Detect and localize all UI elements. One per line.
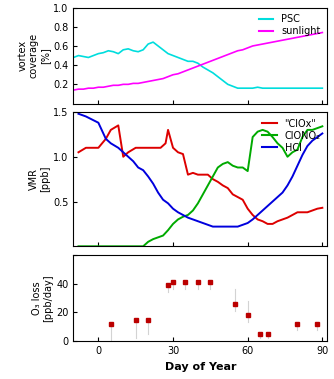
Legend: "ClOx", ClONO₂, HCl: "ClOx", ClONO₂, HCl — [260, 117, 322, 155]
X-axis label: Day of Year: Day of Year — [165, 362, 236, 371]
Y-axis label: O₃ loss
[ppb/day]: O₃ loss [ppb/day] — [32, 274, 53, 322]
Y-axis label: vortex
coverage
[%]: vortex coverage [%] — [17, 33, 50, 78]
Y-axis label: VMR
[ppb]: VMR [ppb] — [29, 166, 50, 193]
Legend: PSC, sunlight: PSC, sunlight — [257, 13, 322, 38]
